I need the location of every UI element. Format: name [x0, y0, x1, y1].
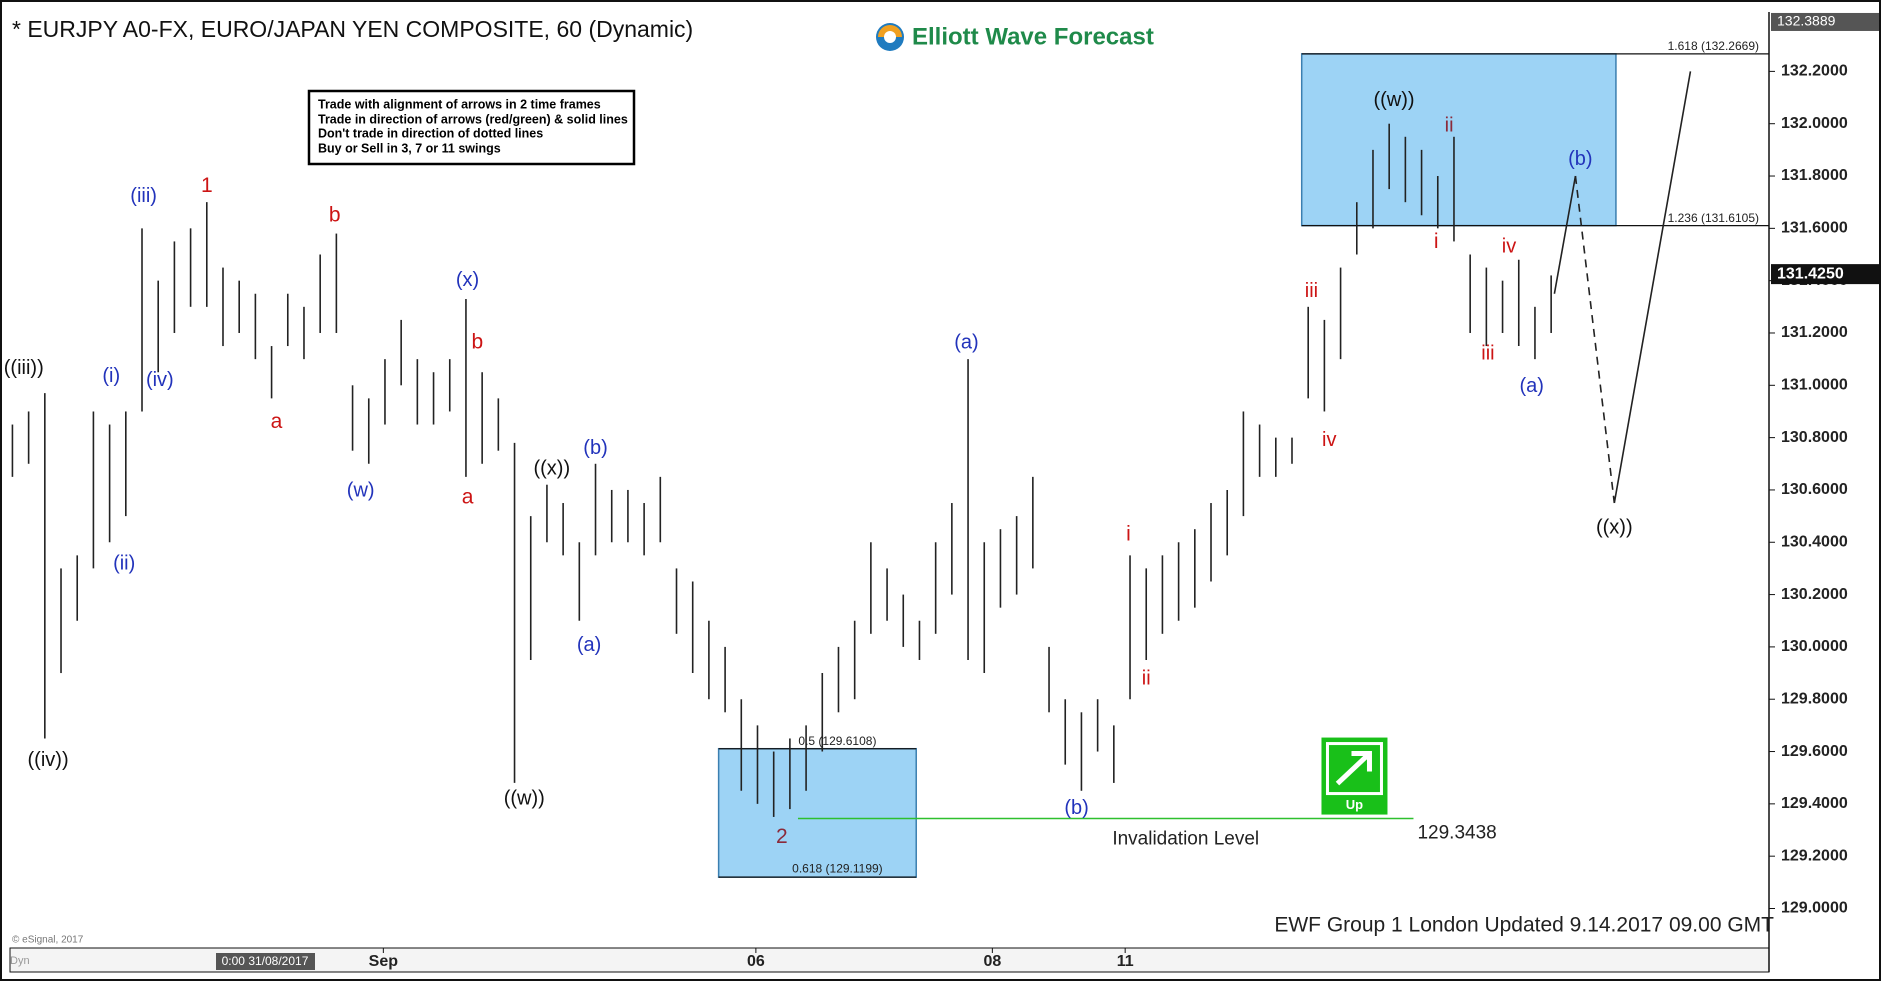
- wave-label: b: [329, 204, 341, 227]
- signal-label: Up: [1346, 797, 1363, 812]
- wave-label: ((iii)): [4, 357, 44, 379]
- corner-label: Dyn: [10, 955, 30, 967]
- projection-line: [1553, 175, 1577, 294]
- x-tick-label: 11: [1117, 953, 1134, 970]
- fib-zone: [1300, 53, 1617, 227]
- logo: Elliott Wave Forecast: [876, 23, 1154, 51]
- x-tick-label: Sep: [369, 953, 399, 970]
- invalidation-label: Invalidation Level: [1112, 829, 1259, 850]
- signal-arrow: [1335, 751, 1372, 786]
- y-tick-label: 129.2000: [1781, 847, 1848, 864]
- y-tick-label: 130.4000: [1781, 533, 1848, 550]
- notes-box: [307, 89, 636, 166]
- fib-label: 0.618 (129.1199): [792, 861, 883, 875]
- y-tick-label: 130.8000: [1781, 429, 1848, 446]
- wave-label: (a): [954, 331, 978, 353]
- wave-label: ((w)): [504, 788, 545, 810]
- wave-label: ((w)): [1373, 89, 1414, 111]
- y-tick-label: 130.2000: [1781, 586, 1848, 603]
- wave-label: ii: [1445, 114, 1454, 136]
- fib-zone: [717, 747, 917, 878]
- logo-text: Elliott Wave Forecast: [912, 23, 1154, 50]
- wave-label: 1: [201, 174, 213, 197]
- y-tick-label: 129.4000: [1781, 795, 1848, 812]
- wave-label: (b): [583, 437, 607, 459]
- copyright: © eSignal, 2017: [12, 935, 84, 946]
- footer: EWF Group 1 London Updated 9.14.2017 09.…: [1274, 914, 1774, 937]
- wave-label: iii: [1305, 280, 1318, 302]
- y-tick-label: 130.0000: [1781, 638, 1848, 655]
- top-price-box: [1771, 12, 1879, 31]
- note: Trade with alignment of arrows in 2 time…: [318, 97, 601, 111]
- wave-label: i: [1126, 523, 1131, 546]
- wave-label: (a): [577, 634, 601, 656]
- invalidation-value: 129.3438: [1417, 823, 1496, 844]
- fib-label: 0.5 (129.6108): [798, 734, 876, 748]
- chart-title: * EURJPY A0-FX, EURO/JAPAN YEN COMPOSITE…: [12, 16, 693, 42]
- wave-label: (iv): [146, 369, 174, 391]
- wave-label: (w): [347, 479, 375, 501]
- projection-line: [1613, 71, 1692, 504]
- start-box: [216, 953, 315, 970]
- start-label: 0:00 31/08/2017: [222, 954, 309, 968]
- note: Trade in direction of arrows (red/green)…: [318, 112, 628, 126]
- wave-label: a: [271, 410, 283, 433]
- wave-label: (x): [456, 269, 479, 291]
- wave-label: ((x)): [533, 458, 570, 480]
- fib-label: 1.236 (131.6105): [1668, 211, 1759, 225]
- wave-label: iv: [1322, 429, 1336, 451]
- wave-label: (ii): [113, 552, 135, 574]
- signal-box: [1321, 737, 1388, 815]
- last-price-label: 131.4250: [1777, 265, 1844, 282]
- y-tick-label: 131.6000: [1781, 220, 1848, 237]
- y-tick-label: 129.0000: [1781, 900, 1848, 917]
- wave-label: (b): [1064, 797, 1088, 819]
- wave-label: (a): [1519, 375, 1543, 397]
- y-tick-label: 132.0000: [1781, 115, 1848, 132]
- logo-icon: [884, 31, 896, 43]
- last-price-box: [1771, 264, 1879, 285]
- wave-label: (i): [102, 365, 120, 387]
- wave-label: (b): [1568, 148, 1592, 170]
- wave-label: a: [462, 486, 474, 509]
- note: Buy or Sell in 3, 7 or 11 swings: [318, 141, 501, 155]
- wave-label: ii: [1142, 668, 1151, 690]
- y-tick-label: 132.2000: [1781, 63, 1848, 80]
- wave-label: ((x)): [1596, 516, 1633, 538]
- y-tick-label: 130.6000: [1781, 481, 1848, 498]
- signal-inner: [1325, 742, 1383, 796]
- y-tick-label: 131.0000: [1781, 377, 1848, 394]
- y-tick-label: 131.8000: [1781, 167, 1848, 184]
- wave-label: iv: [1502, 235, 1516, 257]
- y-tick-label: 131.2000: [1781, 324, 1848, 341]
- y-tick-label: 129.8000: [1781, 690, 1848, 707]
- wave-label: (iii): [130, 185, 157, 207]
- wave-label: iii: [1481, 342, 1494, 364]
- note: Don't trade in direction of dotted lines: [318, 126, 543, 140]
- x-tick-label: 06: [747, 953, 765, 970]
- wave-label: b: [471, 331, 483, 354]
- y-tick-label: 129.6000: [1781, 743, 1848, 760]
- x-tick-label: 08: [983, 953, 1001, 970]
- fib-label: 1.618 (132.2669): [1668, 39, 1759, 53]
- top-price-label: 132.3889: [1777, 13, 1836, 29]
- wave-label: 2: [776, 825, 788, 848]
- wave-label: ((iv)): [28, 749, 69, 771]
- wave-label: i: [1434, 230, 1439, 253]
